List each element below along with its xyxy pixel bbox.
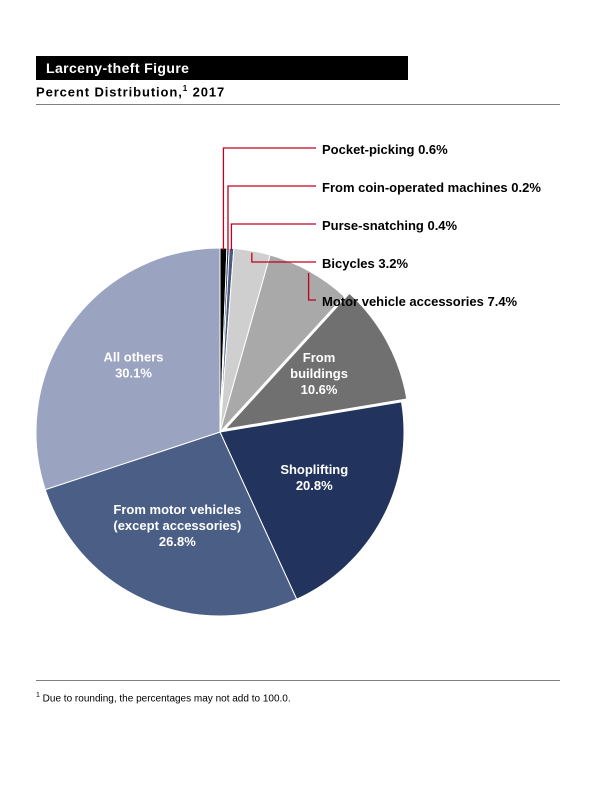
callout-labels: Pocket-picking 0.6% From coin-operated ma…: [322, 136, 580, 336]
rule-bottom: [36, 680, 560, 681]
footnote: 1 Due to rounding, the percentages may n…: [36, 692, 291, 704]
footnote-text: Due to rounding, the percentages may not…: [40, 693, 291, 704]
figure-container: Larceny-theft Figure Percent Distributio…: [0, 0, 600, 800]
callout-label: Bicycles 3.2%: [322, 256, 408, 271]
callout-leader: [223, 148, 316, 250]
callout-label: Purse-snatching 0.4%: [322, 218, 457, 233]
callout-leader: [228, 186, 316, 250]
callout-label: From coin-operated machines 0.2%: [322, 180, 541, 195]
callout-leader: [231, 224, 316, 250]
callout-label: Pocket-picking 0.6%: [322, 142, 448, 157]
callout-label: Motor vehicle accessories 7.4%: [322, 294, 517, 309]
